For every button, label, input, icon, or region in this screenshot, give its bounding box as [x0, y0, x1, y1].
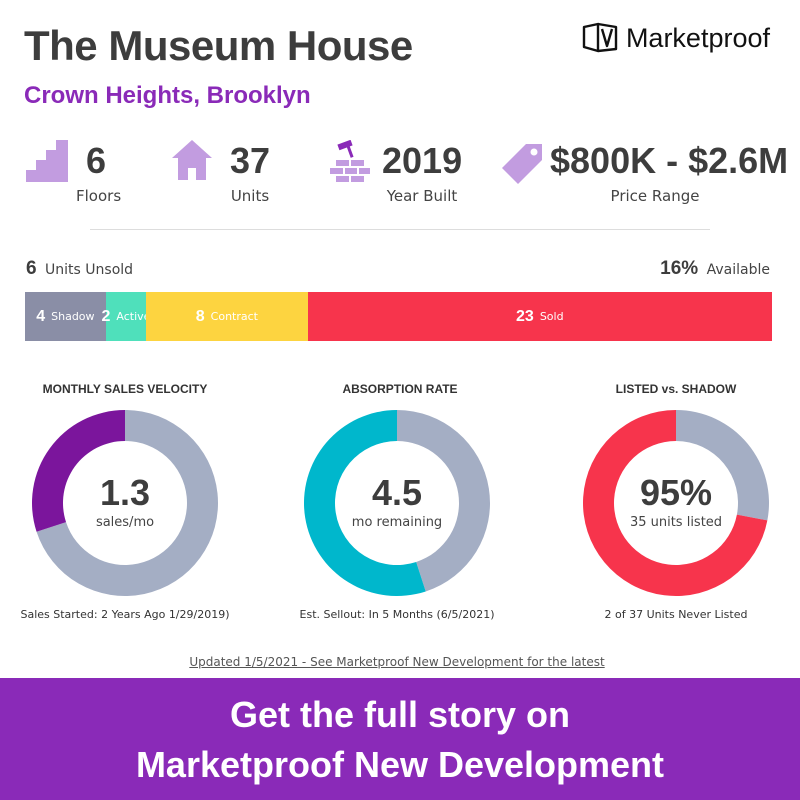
bar-segment-sold: 23 Sold	[307, 292, 772, 341]
bar-segment-value: 8	[195, 307, 205, 325]
year-built-value: 2019	[382, 140, 463, 181]
available-percent-label: Available	[706, 262, 770, 278]
absorption-primary-slice	[304, 410, 426, 596]
stat-floors: 6 Floors	[26, 140, 156, 210]
absorption-chart-title: ABSORPTION RATE	[342, 382, 458, 396]
velocity-primary-slice	[31, 410, 125, 532]
absorption-value: 4.5	[371, 472, 423, 513]
year-built-label: Year Built	[386, 187, 458, 205]
available-percent-value: 16%	[660, 258, 699, 279]
available-percent: 16% Available	[660, 258, 770, 280]
brand-name: Marketproof	[625, 22, 770, 53]
absorption-donut	[304, 410, 490, 596]
price-tag-icon	[502, 144, 542, 184]
unit-status-bar: 4 Shadow 2 Active 8 Contract 23 Sold	[25, 292, 772, 341]
price-range-value: $800K - $2.6M	[550, 140, 789, 181]
stat-units: 37 Units	[172, 140, 302, 210]
marketproof-logo-icon	[582, 22, 618, 53]
units-label: Units	[230, 187, 270, 205]
listed-shadow-donut	[583, 410, 769, 596]
listed-shadow-label: 35 units listed	[629, 515, 723, 530]
cta-line-2: Marketproof New Development	[135, 744, 665, 785]
bar-segment-shadow: 4 Shadow	[25, 292, 106, 341]
absorption-footnote: Est. Sellout: In 5 Months (6/5/2021)	[299, 608, 495, 621]
cta-line-1: Get the full story on	[229, 694, 570, 735]
divider	[90, 229, 710, 230]
listed-shadow-footnote: 2 of 37 Units Never Listed	[604, 608, 748, 621]
listed-shadow-chart-title: LISTED vs. SHADOW	[615, 382, 737, 396]
absorption-remainder-slice	[397, 410, 490, 592]
stat-price-range: $800K - $2.6M Price Range	[500, 140, 788, 210]
bar-segment-active: 2 Active	[101, 292, 150, 341]
brick-hammer-icon	[330, 140, 370, 182]
house-icon	[172, 140, 212, 180]
units-unsold-count: 6	[26, 258, 37, 279]
page-subtitle: Crown Heights, Brooklyn	[24, 82, 311, 109]
units-value: 37	[230, 140, 271, 181]
units-unsold-label: Units Unsold	[45, 262, 134, 278]
listed-shadow-remainder-slice	[676, 410, 769, 521]
listed-shadow-primary-slice	[583, 410, 768, 596]
bar-segment-label: Contract	[210, 310, 258, 323]
velocity-donut	[31, 410, 218, 596]
stat-year-built: 2019 Year Built	[330, 140, 470, 210]
updated-link[interactable]: Updated 1/5/2021 - See Marketproof New D…	[189, 655, 605, 669]
velocity-footnote: Sales Started: 2 Years Ago 1/29/2019)	[20, 608, 230, 621]
velocity-remainder-slice	[36, 410, 218, 596]
bar-segment-contract: 8 Contract	[146, 292, 308, 341]
velocity-label: sales/mo	[95, 515, 155, 530]
bar-segment-value: 2	[101, 307, 111, 325]
bar-segment-label: Active	[116, 310, 151, 323]
brand-logo[interactable]: Marketproof	[582, 22, 770, 54]
floors-value: 6	[86, 140, 107, 181]
units-unsold: 6 Units Unsold	[26, 258, 133, 280]
bar-segment-label: Sold	[539, 310, 564, 323]
page-title: The Museum House	[24, 22, 413, 69]
velocity-value: 1.3	[99, 472, 151, 513]
cta-banner[interactable]: Get the full story on Marketproof New De…	[0, 678, 800, 800]
bar-segment-value: 23	[516, 307, 534, 325]
floors-label: Floors	[76, 187, 122, 205]
bar-segment-label: Shadow	[51, 310, 95, 323]
listed-shadow-value: 95%	[639, 472, 713, 513]
stairs-icon	[26, 140, 68, 182]
bar-segment-value: 4	[36, 307, 46, 325]
velocity-chart-title: MONTHLY SALES VELOCITY	[42, 382, 208, 396]
absorption-label: mo remaining	[351, 515, 443, 530]
price-range-label: Price Range	[610, 187, 700, 205]
